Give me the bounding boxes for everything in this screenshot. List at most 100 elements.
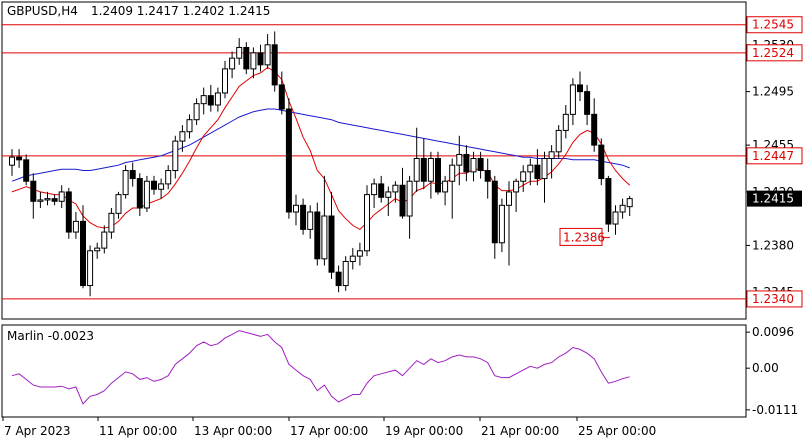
candle[interactable]: [335, 265, 342, 293]
candle[interactable]: [349, 248, 356, 270]
candle[interactable]: [200, 87, 207, 115]
candle[interactable]: [143, 175, 150, 212]
candle[interactable]: [449, 158, 456, 219]
candle[interactable]: [179, 125, 186, 152]
candle[interactable]: [406, 175, 413, 239]
candle[interactable]: [23, 154, 30, 186]
candle[interactable]: [555, 125, 562, 159]
indicator-subwindow[interactable]: Marlin -0.0023: [1, 324, 747, 418]
candle[interactable]: [264, 34, 271, 69]
candle[interactable]: [392, 181, 399, 203]
candle[interactable]: [285, 98, 292, 219]
candle[interactable]: [463, 145, 470, 182]
candle[interactable]: [328, 191, 335, 279]
bear-candle-body: [129, 170, 136, 180]
bull-candle-body: [506, 191, 512, 206]
candle[interactable]: [378, 175, 385, 203]
main-plot-area[interactable]: GBPUSD,H4 1.2409 1.2417 1.2402 1.2415 1.…: [1, 1, 747, 320]
candle[interactable]: [80, 205, 86, 289]
candle[interactable]: [577, 71, 583, 101]
candle[interactable]: [307, 205, 314, 239]
candle[interactable]: [58, 185, 65, 208]
candle[interactable]: [612, 205, 619, 235]
candle[interactable]: [527, 158, 534, 186]
candle[interactable]: [356, 242, 363, 266]
candle[interactable]: [619, 198, 626, 219]
candle[interactable]: [207, 84, 214, 112]
bull-candle-body: [371, 183, 378, 196]
candle[interactable]: [498, 198, 505, 253]
candle[interactable]: [584, 84, 591, 126]
candle[interactable]: [271, 31, 278, 92]
candle[interactable]: [108, 207, 115, 239]
candle[interactable]: [9, 149, 15, 176]
candle[interactable]: [158, 178, 165, 199]
bear-candle-body: [285, 108, 292, 213]
candle[interactable]: [506, 181, 512, 266]
candle[interactable]: [364, 185, 370, 257]
candle[interactable]: [598, 138, 605, 186]
candle[interactable]: [569, 78, 576, 126]
candle[interactable]: [427, 151, 434, 199]
candle[interactable]: [250, 47, 257, 79]
candle[interactable]: [477, 151, 484, 179]
candle[interactable]: [605, 175, 612, 233]
candle[interactable]: [420, 138, 427, 190]
candle[interactable]: [470, 151, 477, 182]
candle[interactable]: [16, 149, 23, 168]
candle[interactable]: [37, 191, 44, 208]
bull-candle-body: [569, 84, 576, 115]
candle[interactable]: [484, 158, 491, 199]
candle[interactable]: [30, 173, 37, 219]
candle[interactable]: [193, 98, 200, 126]
candle[interactable]: [94, 242, 101, 259]
candle[interactable]: [65, 187, 72, 239]
candle[interactable]: [342, 256, 349, 291]
candle[interactable]: [491, 175, 498, 259]
candle[interactable]: [172, 135, 179, 179]
candle[interactable]: [321, 175, 328, 266]
bull-candle-body: [101, 231, 108, 249]
candle[interactable]: [122, 165, 129, 199]
candle[interactable]: [435, 151, 441, 195]
candle[interactable]: [513, 178, 520, 212]
candle[interactable]: [44, 191, 51, 206]
candle[interactable]: [136, 173, 143, 217]
candle[interactable]: [129, 162, 136, 187]
candle[interactable]: [257, 44, 264, 72]
candle[interactable]: [87, 245, 94, 297]
candle[interactable]: [293, 194, 299, 226]
candle[interactable]: [371, 178, 378, 208]
price-axis[interactable]: 1.25301.24951.24551.24201.23801.23451.25…: [746, 16, 803, 308]
candle[interactable]: [413, 127, 420, 192]
candle[interactable]: [314, 202, 321, 266]
candle[interactable]: [51, 194, 58, 206]
bull-candle-body: [122, 170, 129, 196]
candle[interactable]: [222, 60, 228, 99]
candle[interactable]: [399, 167, 406, 219]
candle[interactable]: [278, 71, 285, 115]
candle[interactable]: [562, 104, 569, 139]
candle[interactable]: [151, 175, 157, 195]
candle[interactable]: [520, 165, 527, 192]
candle[interactable]: [236, 38, 243, 65]
candle[interactable]: [456, 135, 463, 186]
candle[interactable]: [186, 114, 193, 139]
candle[interactable]: [165, 165, 172, 190]
candle[interactable]: [534, 149, 541, 186]
candle[interactable]: [243, 42, 250, 75]
candle[interactable]: [101, 225, 108, 254]
candle[interactable]: [548, 145, 555, 179]
candle[interactable]: [385, 186, 392, 217]
candle[interactable]: [591, 98, 598, 152]
candle[interactable]: [626, 195, 633, 217]
candle[interactable]: [115, 191, 122, 219]
candle[interactable]: [214, 87, 221, 112]
candle[interactable]: [442, 175, 449, 206]
candle[interactable]: [229, 51, 236, 79]
candle[interactable]: [72, 211, 79, 239]
candle[interactable]: [541, 151, 548, 203]
candle[interactable]: [300, 198, 307, 235]
